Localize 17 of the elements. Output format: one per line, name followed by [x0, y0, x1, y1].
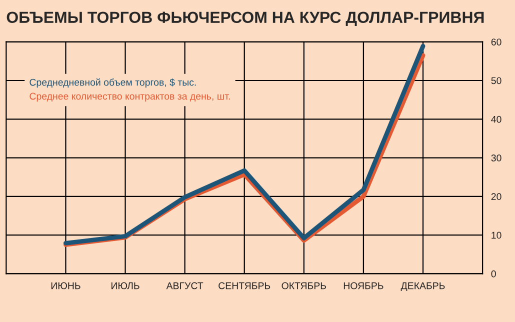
x-tick-label: ДЕКАБРЬ — [400, 282, 445, 292]
y-tick-label: 50 — [491, 77, 502, 84]
y-tick-label: 0 — [491, 270, 496, 278]
y-tick-label: 10 — [492, 232, 502, 239]
chart-title: ОБЪЕМЫ ТОРГОВ ФЬЮЧЕРСОМ НА КУРС ДОЛЛАР-ГРИВНЯ — [6, 12, 484, 26]
y-tick-label: 40 — [491, 116, 502, 123]
x-tick-label: СЕНТЯБРЬ — [218, 282, 270, 290]
text: Среднедневной объем торгов, $ тыс. — [30, 78, 196, 88]
y-tick-label: 60 — [491, 38, 502, 46]
x-tick-label: ОКТЯБРЬ — [282, 282, 326, 290]
x-tick-label: ИЮЛЬ — [112, 282, 140, 290]
y-tick-label: 20 — [491, 193, 502, 200]
y-tick-label: 30 — [491, 154, 502, 162]
text: Среднее количество контрактов за день, шт. — [30, 92, 230, 102]
x-tick-label: ИЮНЬ — [51, 282, 80, 290]
x-tick-label: НОЯБРЬ — [344, 282, 384, 290]
x-tick-label: АВГУСТ — [166, 282, 204, 290]
